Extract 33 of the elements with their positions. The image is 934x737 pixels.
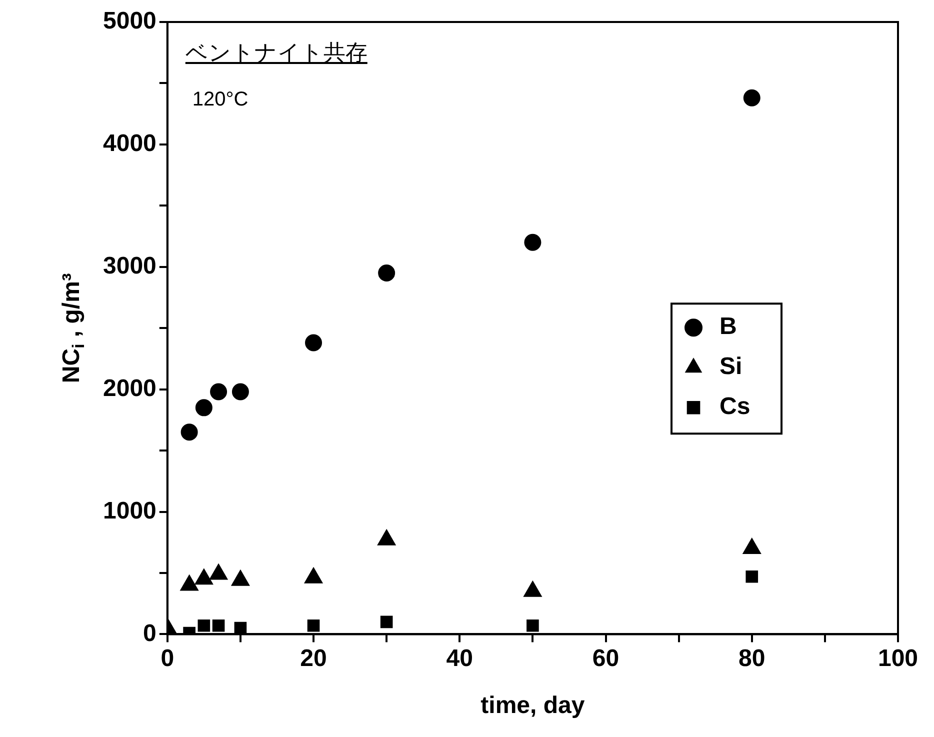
annotation: 120°C [192,88,248,111]
x-tick-label: 40 [446,645,473,672]
point [210,383,228,400]
point [526,619,539,632]
point [198,619,210,632]
legend-label: B [720,313,737,340]
point [195,399,212,416]
y-tick-label: 2000 [103,374,156,402]
point [524,234,542,251]
y-tick-label: 3000 [103,252,156,280]
point [232,383,249,400]
point [307,619,320,632]
y-tick-label: 1000 [103,497,156,524]
point [212,619,225,632]
y-tick-label: 0 [143,620,156,647]
y-tick-label: 5000 [103,8,156,35]
point [180,424,198,441]
point [378,264,396,282]
x-tick-label: 80 [738,645,766,672]
legend-label: Si [720,353,742,380]
annotation: ベントナイト共存 [185,40,368,68]
x-axis-title: time, day [480,692,586,719]
point [305,334,322,352]
legend-label: Cs [720,393,750,420]
x-tick-label: 20 [300,645,327,672]
point [380,616,393,628]
y-tick-label: 4000 [103,130,156,158]
y-axis-title: NCi , g/m³ [58,273,88,384]
x-tick-label: 0 [160,645,174,672]
point [743,89,760,106]
x-tick-label: 60 [592,645,620,672]
point [746,570,758,583]
x-tick-label: 100 [878,645,918,672]
